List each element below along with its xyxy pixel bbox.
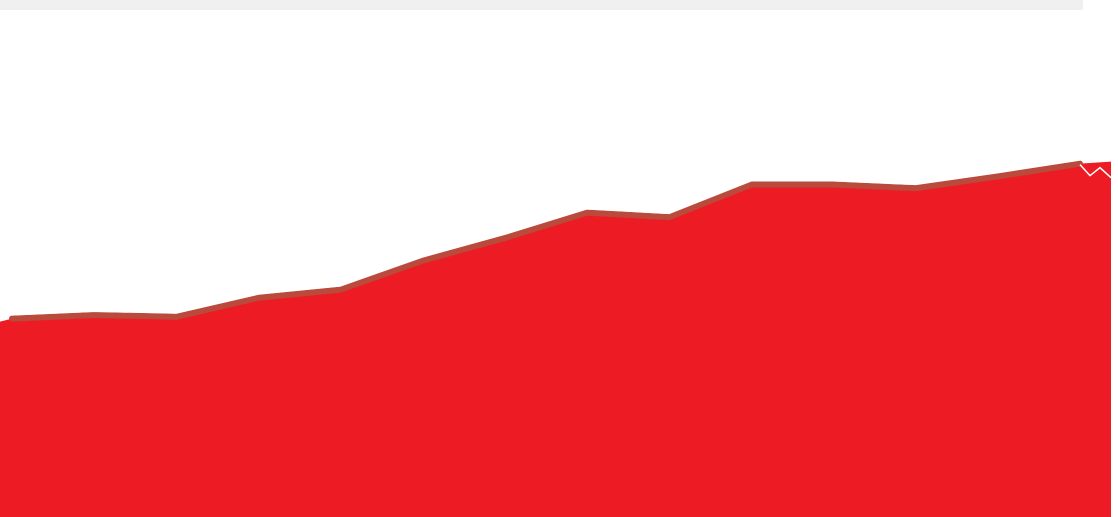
- area-fill: [0, 161, 1111, 517]
- points-layer: [1079, 164, 1112, 179]
- series-line: [9, 160, 1083, 322]
- line-end-notch: [1079, 164, 1112, 179]
- line-layer: [9, 159, 1083, 322]
- top-scroll-strip: [0, 0, 1083, 10]
- series-line-highlight: [11, 159, 1081, 316]
- area-layer: [0, 161, 1111, 517]
